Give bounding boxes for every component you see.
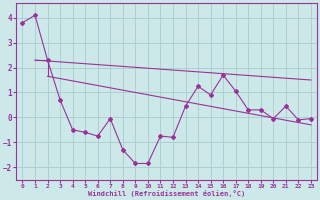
X-axis label: Windchill (Refroidissement éolien,°C): Windchill (Refroidissement éolien,°C): [88, 190, 245, 197]
